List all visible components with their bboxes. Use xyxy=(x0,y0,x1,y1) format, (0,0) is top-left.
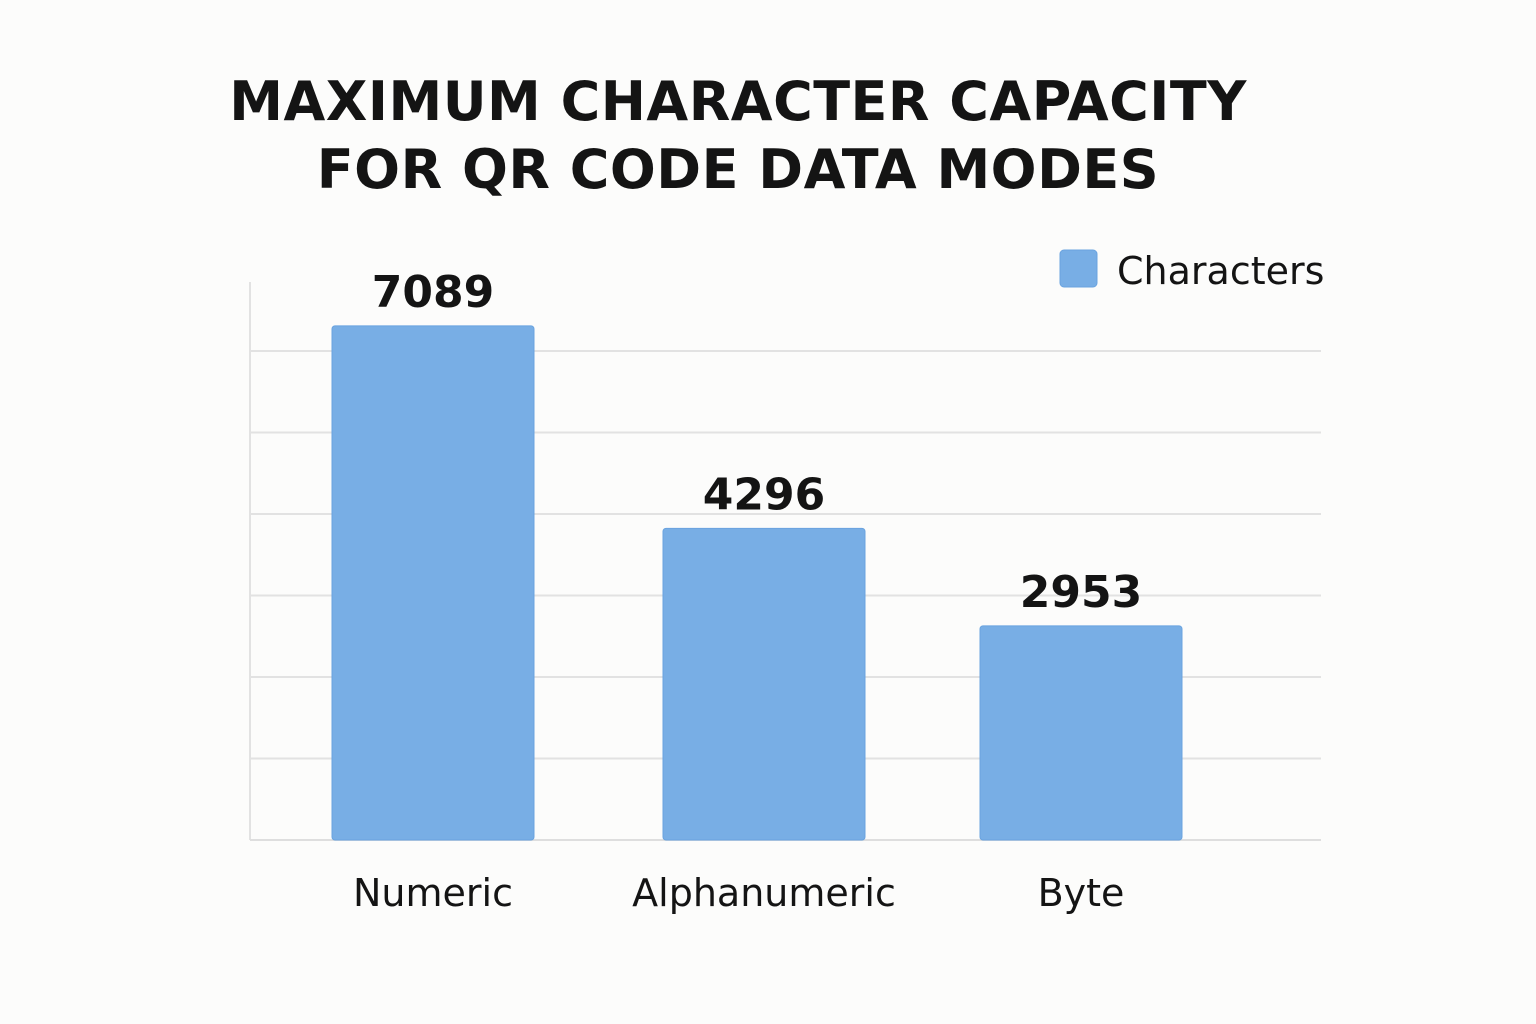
chart-title-line-1: MAXIMUM CHARACTER CAPACITY xyxy=(229,70,1247,133)
chart-title: MAXIMUM CHARACTER CAPACITY FOR QR CODE D… xyxy=(0,68,1476,204)
data-label-alphanumeric: 4296 xyxy=(703,469,825,520)
category-label-alphanumeric: Alphanumeric xyxy=(632,871,896,915)
data-labels: 7089 4296 2953 xyxy=(372,267,1142,618)
data-label-byte: 2953 xyxy=(1020,567,1142,618)
bar-numeric xyxy=(331,325,535,841)
data-label-numeric: 7089 xyxy=(372,267,494,318)
legend: Characters xyxy=(1059,249,1324,293)
category-labels: Numeric Alphanumeric Byte xyxy=(353,871,1124,915)
chart-title-line-2: FOR QR CODE DATA MODES xyxy=(316,138,1160,201)
legend-label: Characters xyxy=(1117,249,1324,293)
category-label-byte: Byte xyxy=(1038,871,1125,915)
category-label-numeric: Numeric xyxy=(353,871,513,915)
bar-alphanumeric xyxy=(662,527,866,841)
bar-byte xyxy=(979,625,1183,841)
bars xyxy=(331,325,1183,841)
legend-swatch xyxy=(1059,249,1098,288)
